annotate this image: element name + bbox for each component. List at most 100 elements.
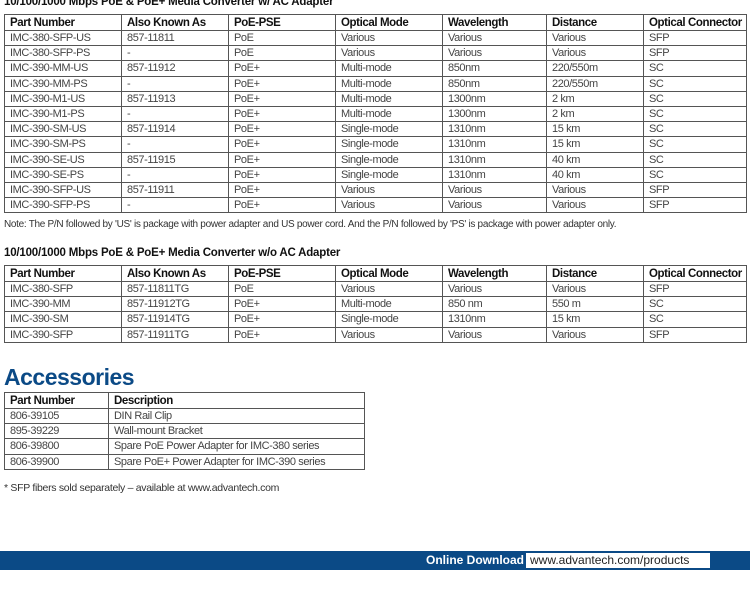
table-row: IMC-390-SM 857-11914TG PoE+ Single-mode 1310… [4,311,747,328]
table-cell: Multi-mode [335,75,443,92]
table-cell: 15 km [546,121,644,138]
table-cell: Multi-mode [335,105,443,123]
table-cell: SFP [643,197,747,214]
table-cell: SFP [643,326,747,343]
table-cell: - [121,105,229,123]
column-header: Wavelength [442,14,547,31]
table-cell: 1310nm [442,136,547,153]
table-row: 895-39229 Wall-mount Bracket [4,423,365,440]
column-header: Optical Mode [335,14,443,31]
table-cell: 857-11811 [121,29,229,47]
table-cell: Various [335,45,443,62]
table-cell: Various [442,326,547,343]
table-cell: Various [442,280,547,298]
table-row: IMC-390-M1-PS - PoE+ Multi-mode 1300nm 2 km SC [4,105,747,123]
table-cell: - [121,197,229,214]
column-header: Part Number [4,14,122,31]
table-cell: Single-mode [335,151,443,168]
online-download-banner: Online Download www.advantech.com/produc… [0,551,750,570]
table-cell: Multi-mode [335,296,443,313]
table-row: IMC-380-SFP-US 857-11811 PoE Various Various… [4,29,747,47]
table-cell: Various [546,326,644,343]
column-header: Also Known As [121,14,229,31]
table-cell: IMC-380-SFP-US [4,29,122,47]
column-header: Optical Connector [643,14,747,31]
table-cell: Various [442,181,547,199]
table-cell: SFP [643,280,747,298]
table-cell: - [121,136,229,153]
table-cell: Various [335,280,443,298]
table-cell: Various [442,197,547,214]
table-cell: Wall-mount Bracket [108,423,365,440]
table-cell: 1310nm [442,121,547,138]
column-header: Description [108,392,365,409]
table-cell: 857-11914TG [121,311,229,328]
table-cell: 220/550m [546,60,644,77]
table-cell: 40 km [546,151,644,168]
table-cell: Various [546,181,644,199]
table-cell: Multi-mode [335,90,443,107]
table-cell: SFP [643,45,747,62]
table-cell: 850nm [442,75,547,92]
table-cell: IMC-390-MM-PS [4,75,122,92]
table-cell: IMC-390-SE-US [4,151,122,168]
table-cell: SC [643,151,747,168]
table-cell: 850nm [442,60,547,77]
column-header: Also Known As [121,265,229,282]
table-cell: - [121,45,229,62]
table-cell: 1310nm [442,151,547,168]
table-cell: Various [442,29,547,47]
table-cell: Various [335,197,443,214]
table-cell: 895-39229 [4,423,109,440]
table-cell: 857-11912 [121,60,229,77]
table-row: IMC-390-MM-US 857-11912 PoE+ Multi-mode 850n… [4,60,747,77]
column-header: Wavelength [442,265,547,282]
table-cell: 857-11911TG [121,326,229,343]
table-cell: 857-11914 [121,121,229,138]
table-cell: PoE+ [228,90,336,107]
table-cell: Various [546,45,644,62]
table-cell: Various [335,29,443,47]
accessories-heading: Accessories [4,364,135,390]
table-cell: SFP [643,181,747,199]
column-header: Part Number [4,392,109,409]
table-cell: IMC-390-SM [4,311,122,328]
column-header: Optical Mode [335,265,443,282]
table-row: IMC-390-SE-PS - PoE+ Single-mode 1310nm 40 km… [4,166,747,183]
table-cell: IMC-390-SE-PS [4,166,122,183]
table-cell: 806-39105 [4,407,109,425]
table-cell: Various [335,181,443,199]
table-row: IMC-390-SFP 857-11911TG PoE+ Various Various… [4,326,747,343]
table-cell: PoE+ [228,311,336,328]
table-cell: 857-11915 [121,151,229,168]
table-cell: 1300nm [442,105,547,123]
table-cell: 40 km [546,166,644,183]
table-row: IMC-390-SFP-PS - PoE+ Various Various Various… [4,197,747,214]
table-cell: SC [643,75,747,92]
table-cell: Various [546,280,644,298]
table-cell: 2 km [546,90,644,107]
download-url-link[interactable]: www.advantech.com/products [526,553,710,568]
table-cell: IMC-390-MM [4,296,122,313]
table-row: IMC-390-MM-PS - PoE+ Multi-mode 850nm 220/550… [4,75,747,92]
table-row: IMC-390-SE-US 857-11915 PoE+ Single-mode 131… [4,151,747,168]
column-header: Distance [546,265,644,282]
table-cell: SC [643,311,747,328]
header-row: Part Number Also Known As PoE-PSE Optical M… [4,14,747,31]
table-cell: Spare PoE+ Power Adapter for IMC-390 ser… [108,453,365,470]
table-cell: - [121,166,229,183]
table-cell: PoE+ [228,166,336,183]
table-cell: - [121,75,229,92]
table-cell: SC [643,136,747,153]
table-cell: 1300nm [442,90,547,107]
table-cell: 220/550m [546,75,644,92]
table-cell: Various [335,326,443,343]
table-cell: 806-39800 [4,438,109,455]
table-row: 806-39800 Spare PoE Power Adapter for IMC… [4,438,365,455]
table-cell: 850 nm [442,296,547,313]
table-cell: SFP [643,29,747,47]
table1-note: Note: The P/N followed by 'US' is packag… [4,219,617,230]
table-cell: Spare PoE Power Adapter for IMC-380 seri… [108,438,365,455]
table2-title: 10/100/1000 Mbps PoE & PoE+ Media Conver… [4,247,341,259]
table-cell: SC [643,121,747,138]
